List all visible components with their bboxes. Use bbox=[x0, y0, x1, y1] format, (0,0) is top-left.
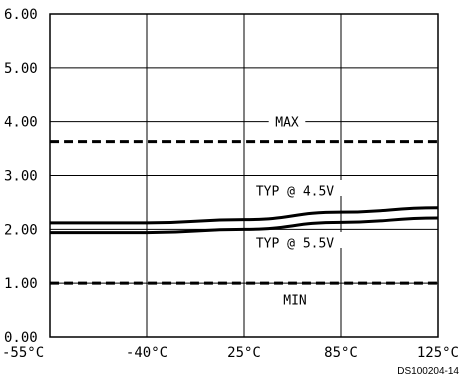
chart-ticks: 0.00 1.00 2.00 3.00 4.00 5.00 6.00 -55°C -40°C 25… bbox=[2, 7, 459, 361]
chart-annotations: MAX TYP @ 4.5V TYP @ 5.5V MIN bbox=[248, 111, 342, 309]
series-label: TYP @ 4.5V bbox=[256, 185, 334, 200]
chart-series bbox=[50, 140, 439, 285]
series-label: MAX bbox=[275, 116, 299, 131]
series-label-bg bbox=[276, 289, 314, 305]
chart-grid bbox=[49, 13, 439, 338]
x-tick-label: 85°C bbox=[324, 345, 358, 361]
series-line-2 bbox=[50, 216, 439, 235]
x-tick-label: -55°C bbox=[2, 345, 44, 361]
y-tick-label: 6.00 bbox=[4, 7, 38, 23]
series-label: TYP @ 5.5V bbox=[256, 237, 334, 252]
series-label-bg bbox=[248, 180, 342, 196]
x-tick-label: -40°C bbox=[126, 345, 168, 361]
y-tick-label: 1.00 bbox=[4, 276, 38, 292]
series-label: MIN bbox=[283, 294, 306, 309]
plot-frame bbox=[49, 13, 439, 338]
x-tick-label: 25°C bbox=[227, 345, 261, 361]
y-tick-label: 4.00 bbox=[4, 115, 38, 131]
y-tick-label: 0.00 bbox=[4, 330, 38, 346]
figure-code: DS100204-14 bbox=[397, 366, 459, 377]
series-label-bg bbox=[268, 111, 306, 127]
y-tick-label: 3.00 bbox=[4, 169, 38, 185]
x-tick-label: 125°C bbox=[417, 345, 459, 361]
series-label-bg bbox=[248, 232, 342, 248]
y-tick-label: 5.00 bbox=[4, 61, 38, 77]
series-line-1 bbox=[50, 206, 439, 225]
y-tick-label: 2.00 bbox=[4, 222, 38, 238]
